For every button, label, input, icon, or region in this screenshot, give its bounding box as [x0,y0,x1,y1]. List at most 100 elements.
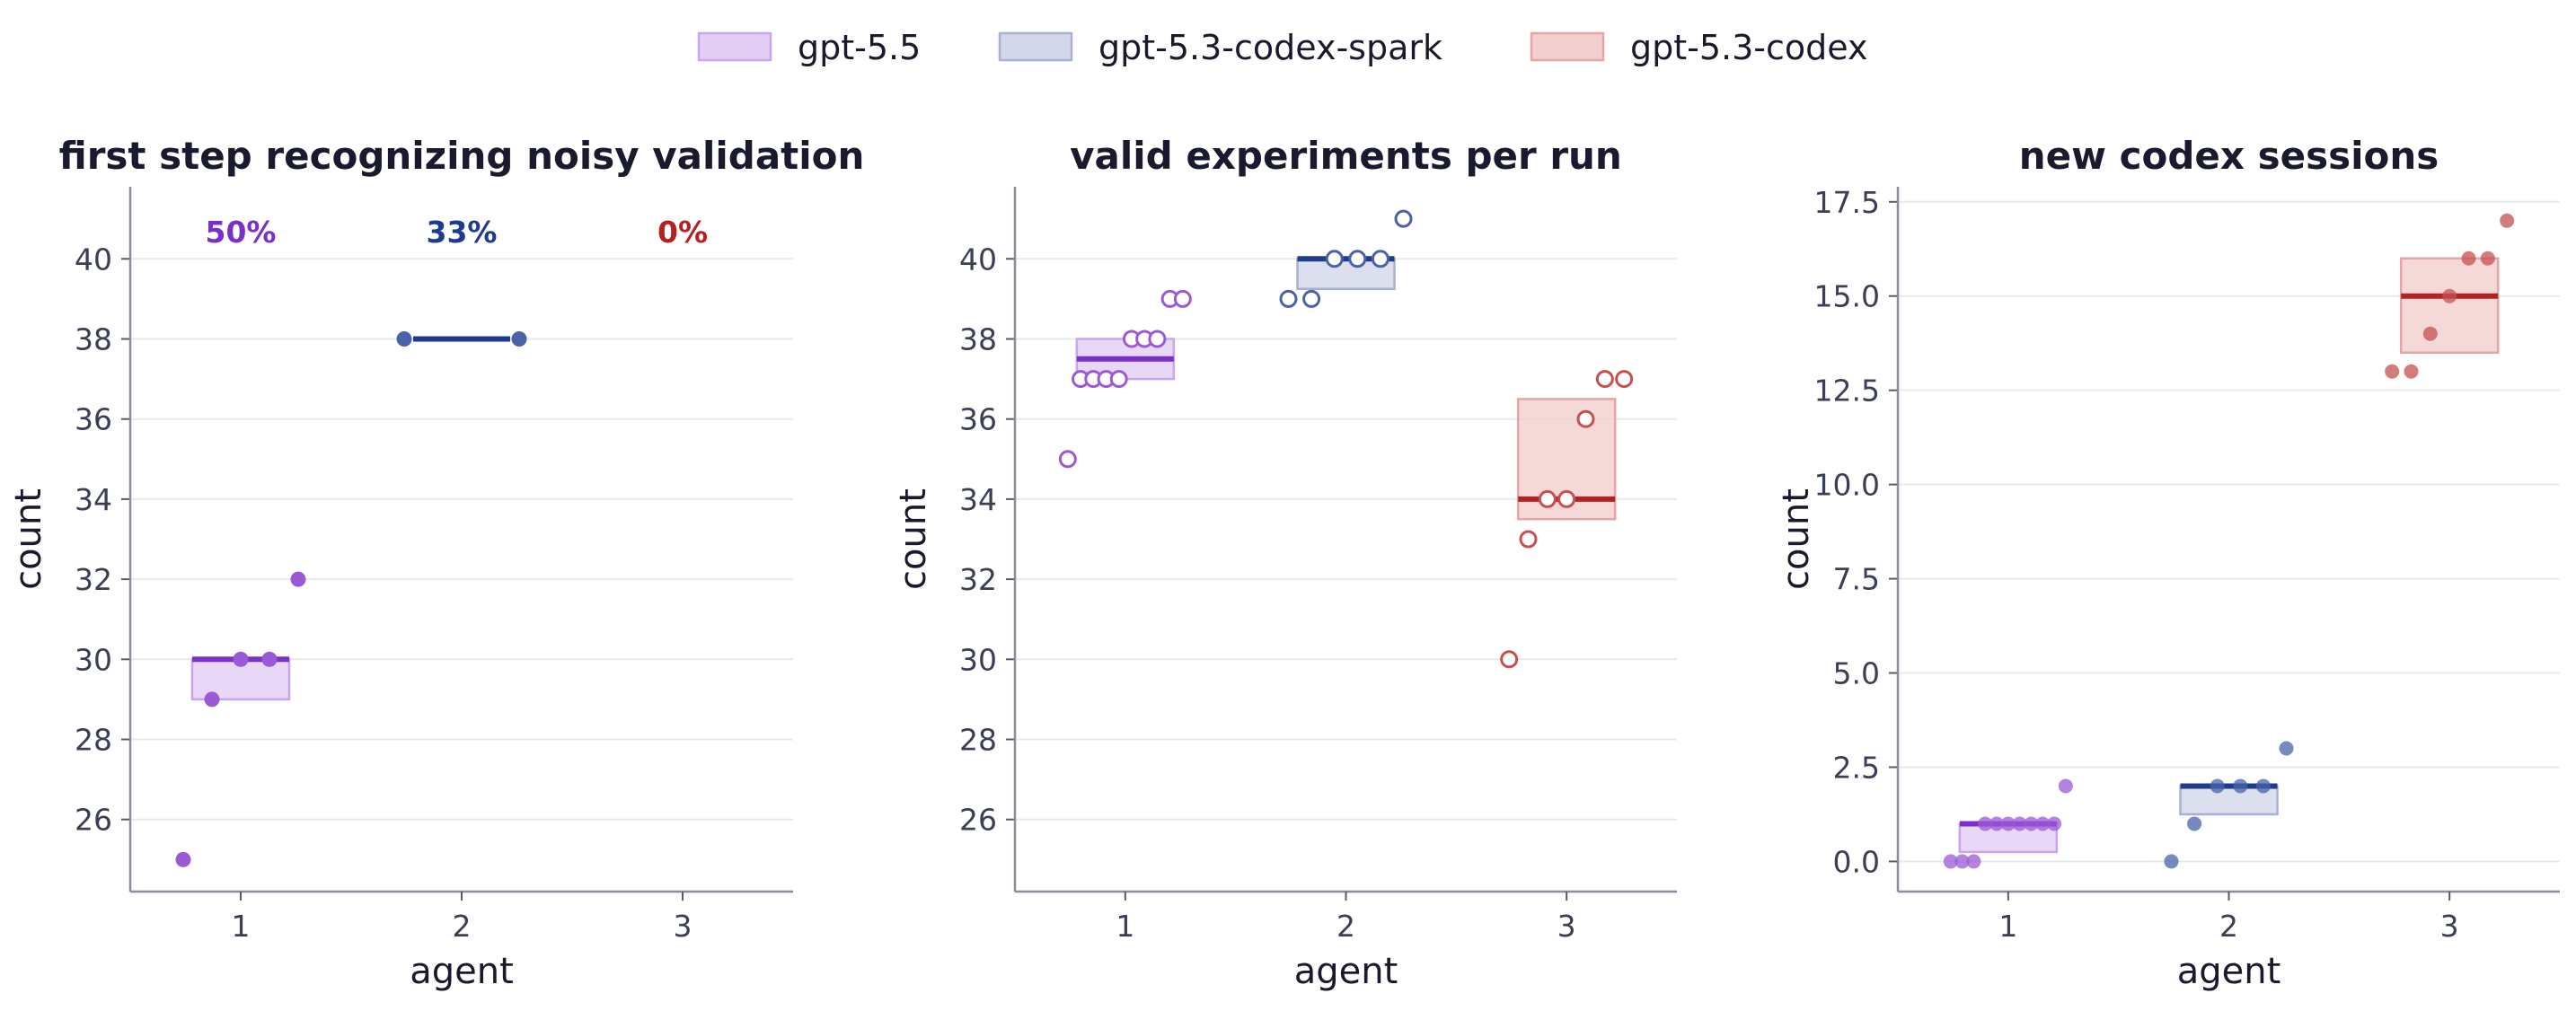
data-point [2024,816,2039,831]
data-point [1058,450,1077,469]
data-point [1989,816,2005,831]
y-tick-label: 5.0 [1833,656,1880,691]
y-tick-label: 38 [75,321,112,356]
data-point [511,330,527,347]
data-point [1954,854,1970,869]
y-tick-label: 30 [75,642,112,677]
y-axis-label: count [893,488,934,590]
legend-swatch [697,31,772,62]
data-point [1279,289,1298,308]
data-point [1148,330,1167,348]
panel-title: valid experiments per run [1070,134,1622,178]
data-point [1576,409,1595,428]
iqr-box [2399,257,2500,354]
x-axis-label: agent [2177,951,2281,992]
y-tick-label: 2.5 [1833,750,1880,785]
y-tick-label: 15.0 [1814,279,1880,314]
x-tick-label: 2 [1337,909,1355,944]
y-tick-label: 10.0 [1814,468,1880,503]
data-point [1371,250,1389,268]
data-point [290,571,306,587]
data-point [1325,250,1344,268]
data-point [2164,854,2179,869]
data-point [2385,364,2400,379]
legend-swatch [1530,31,1605,62]
y-tick-label: 28 [959,723,997,758]
y-tick-label: 34 [959,482,997,517]
panel-1: first step recognizing noisy validation 2… [8,134,864,992]
legend-label: gpt-5.5 [798,28,921,67]
data-point [1557,489,1576,508]
y-tick-label: 30 [959,642,997,677]
chart-panels: first step recognizing noisy validation 2… [8,134,2560,992]
y-axis-label: count [1776,488,1817,590]
data-point [2012,816,2027,831]
legend-item: gpt-5.5 [697,28,921,67]
y-axis-label: count [8,488,49,590]
y-tick-label: 34 [75,482,112,517]
x-axis-label: agent [410,951,514,992]
legend-label: gpt-5.3-codex [1630,28,1867,67]
data-point [1500,650,1519,669]
y-tick-label: 36 [75,402,112,437]
panel-2: valid experiments per run262830323436384… [893,134,1677,992]
x-tick-label: 1 [1116,909,1134,944]
data-point [2255,778,2271,794]
data-point [1538,489,1557,508]
data-point [396,330,412,347]
data-point [2187,816,2202,831]
y-tick-label: 40 [75,242,112,277]
y-tick-label: 26 [75,803,112,838]
y-tick-label: 40 [959,242,997,277]
data-point [1615,370,1634,389]
data-point [1302,289,1321,308]
data-point [1978,816,1993,831]
data-point [1595,370,1614,389]
data-point [1519,530,1538,549]
legend-item: gpt-5.3-codex [1530,28,1867,67]
legend-swatch [998,31,1073,62]
y-tick-label: 17.5 [1814,185,1880,220]
y-tick-label: 7.5 [1833,562,1880,597]
y-tick-label: 12.5 [1814,374,1880,409]
y-tick-label: 38 [959,321,997,356]
data-point [2480,251,2495,266]
data-point [2442,288,2457,303]
legend-label: gpt-5.3-codex-spark [1098,28,1442,67]
data-point [1394,209,1413,228]
data-point [1966,854,1981,869]
x-tick-label: 1 [1998,909,2017,944]
x-tick-label: 1 [232,909,251,944]
data-point [2422,326,2438,341]
percent-annotation: 0% [657,215,708,250]
data-point [1173,289,1192,308]
data-point [1109,370,1128,389]
data-point [2279,741,2294,756]
data-point [204,691,220,708]
data-point [2210,778,2225,794]
data-point [1348,250,1367,268]
data-point [2461,251,2476,266]
data-point [2047,816,2062,831]
data-point [175,851,191,867]
legend-item: gpt-5.3-codex-spark [998,28,1442,67]
x-tick-label: 2 [453,909,472,944]
x-tick-label: 3 [1557,909,1576,944]
panel-title: new codex sessions [2019,134,2439,178]
data-point [2404,364,2419,379]
x-tick-label: 2 [2219,909,2238,944]
data-point [2233,778,2248,794]
y-tick-label: 26 [959,803,997,838]
data-point [1943,854,1958,869]
y-tick-label: 32 [75,562,112,597]
y-tick-label: 32 [959,562,997,597]
y-tick-label: 0.0 [1833,844,1880,879]
data-point [261,651,278,667]
data-point [2000,816,2016,831]
percent-annotation: 50% [206,215,277,250]
data-point [233,651,249,667]
data-point [2035,816,2051,831]
x-tick-label: 3 [674,909,693,944]
data-point [2058,778,2073,794]
